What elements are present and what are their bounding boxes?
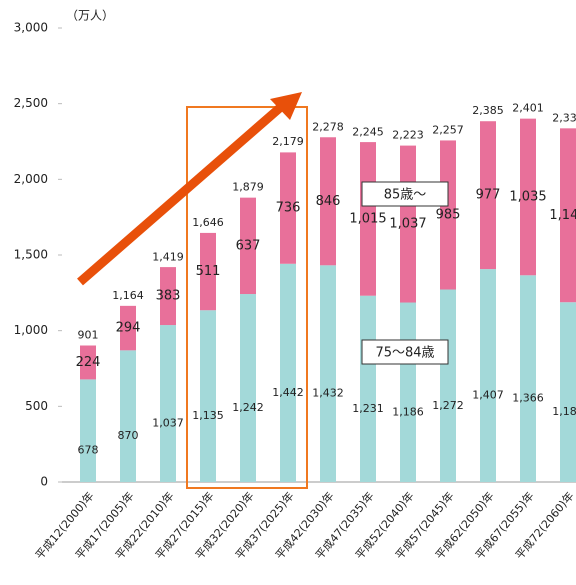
segment-label: 1,231 — [352, 402, 384, 415]
segment-label: 1,272 — [432, 399, 464, 412]
bar-segment — [280, 263, 296, 482]
total-label: 2,401 — [512, 102, 544, 115]
y-unit-label: （万人） — [66, 9, 114, 23]
bar-segment — [560, 128, 576, 303]
segment-label: 224 — [76, 355, 101, 370]
segment-label: 637 — [236, 238, 261, 253]
segment-label: 985 — [436, 207, 461, 222]
total-label: 901 — [78, 329, 99, 342]
total-label: 2,385 — [472, 104, 504, 117]
legend-box — [361, 181, 449, 207]
segment-label: 846 — [316, 194, 341, 209]
total-label: 2,223 — [392, 129, 424, 142]
total-label: 2,337 — [552, 111, 576, 124]
bar-segment — [240, 197, 256, 295]
bar-segment — [480, 269, 496, 482]
bar-segment — [120, 305, 136, 351]
bar-segment — [320, 265, 336, 482]
segment-label: 1,242 — [232, 401, 264, 414]
bar-segment — [400, 302, 416, 482]
segment-label: 1,037 — [389, 217, 426, 232]
segment-label: 1,149 — [549, 208, 576, 223]
bar-segment — [480, 121, 496, 270]
segment-label: 294 — [116, 321, 141, 336]
bar-segment — [200, 232, 216, 311]
bar-segment — [160, 325, 176, 482]
total-label: 1,164 — [112, 289, 144, 302]
total-label: 1,646 — [192, 216, 224, 229]
highlight-box — [186, 106, 308, 489]
legend-label: 85歳～ — [384, 188, 427, 203]
y-tick-label: 0 — [40, 475, 48, 489]
bar-segment — [80, 345, 96, 380]
segment-label: 1,366 — [512, 392, 544, 405]
arrow-head — [270, 92, 302, 120]
total-label: 2,278 — [312, 120, 344, 133]
total-label: 1,419 — [152, 250, 184, 263]
total-label: 2,245 — [352, 125, 384, 138]
segment-label: 1,015 — [349, 211, 386, 226]
trend-arrow — [77, 102, 285, 286]
bar-segment — [280, 152, 296, 264]
bar-segment — [160, 267, 176, 326]
segment-label: 511 — [196, 264, 221, 279]
bar-segment — [520, 118, 536, 276]
bar-segment — [200, 310, 216, 482]
bar-segment — [120, 350, 136, 482]
segment-label: 977 — [476, 188, 501, 203]
bar-segment — [440, 140, 456, 290]
total-label: 2,257 — [432, 123, 464, 136]
segment-label: 383 — [156, 289, 181, 304]
y-tick-label: 1,000 — [14, 323, 48, 337]
legend-box — [361, 339, 449, 365]
segment-label: 1,135 — [192, 409, 224, 422]
segment-label: 678 — [78, 444, 99, 457]
bar-segment — [320, 137, 336, 266]
bar-segment — [520, 275, 536, 482]
segment-label: 1,407 — [472, 389, 504, 402]
bar-segment — [80, 379, 96, 482]
y-tick-label: 2,000 — [14, 172, 48, 186]
bar-segment — [360, 295, 376, 482]
bar-segment — [440, 289, 456, 482]
segment-label: 1,188 — [552, 405, 576, 418]
bar-segment — [560, 302, 576, 482]
total-label: 1,879 — [232, 181, 264, 194]
bar-segment — [240, 294, 256, 482]
bar-segment — [360, 142, 376, 296]
legend-label: 75～84歳 — [375, 346, 434, 361]
segment-label: 1,037 — [152, 417, 184, 430]
y-tick-label: 2,500 — [14, 96, 48, 110]
segment-label: 1,035 — [509, 189, 546, 204]
segment-label: 736 — [276, 201, 301, 216]
y-tick-label: 3,000 — [14, 21, 48, 35]
y-tick-label: 1,500 — [14, 248, 48, 262]
y-tick-label: 500 — [25, 399, 48, 413]
segment-label: 1,432 — [312, 387, 344, 400]
segment-label: 1,186 — [392, 405, 424, 418]
total-label: 2,179 — [272, 135, 304, 148]
segment-label: 870 — [118, 429, 139, 442]
segment-label: 1,442 — [272, 386, 304, 399]
